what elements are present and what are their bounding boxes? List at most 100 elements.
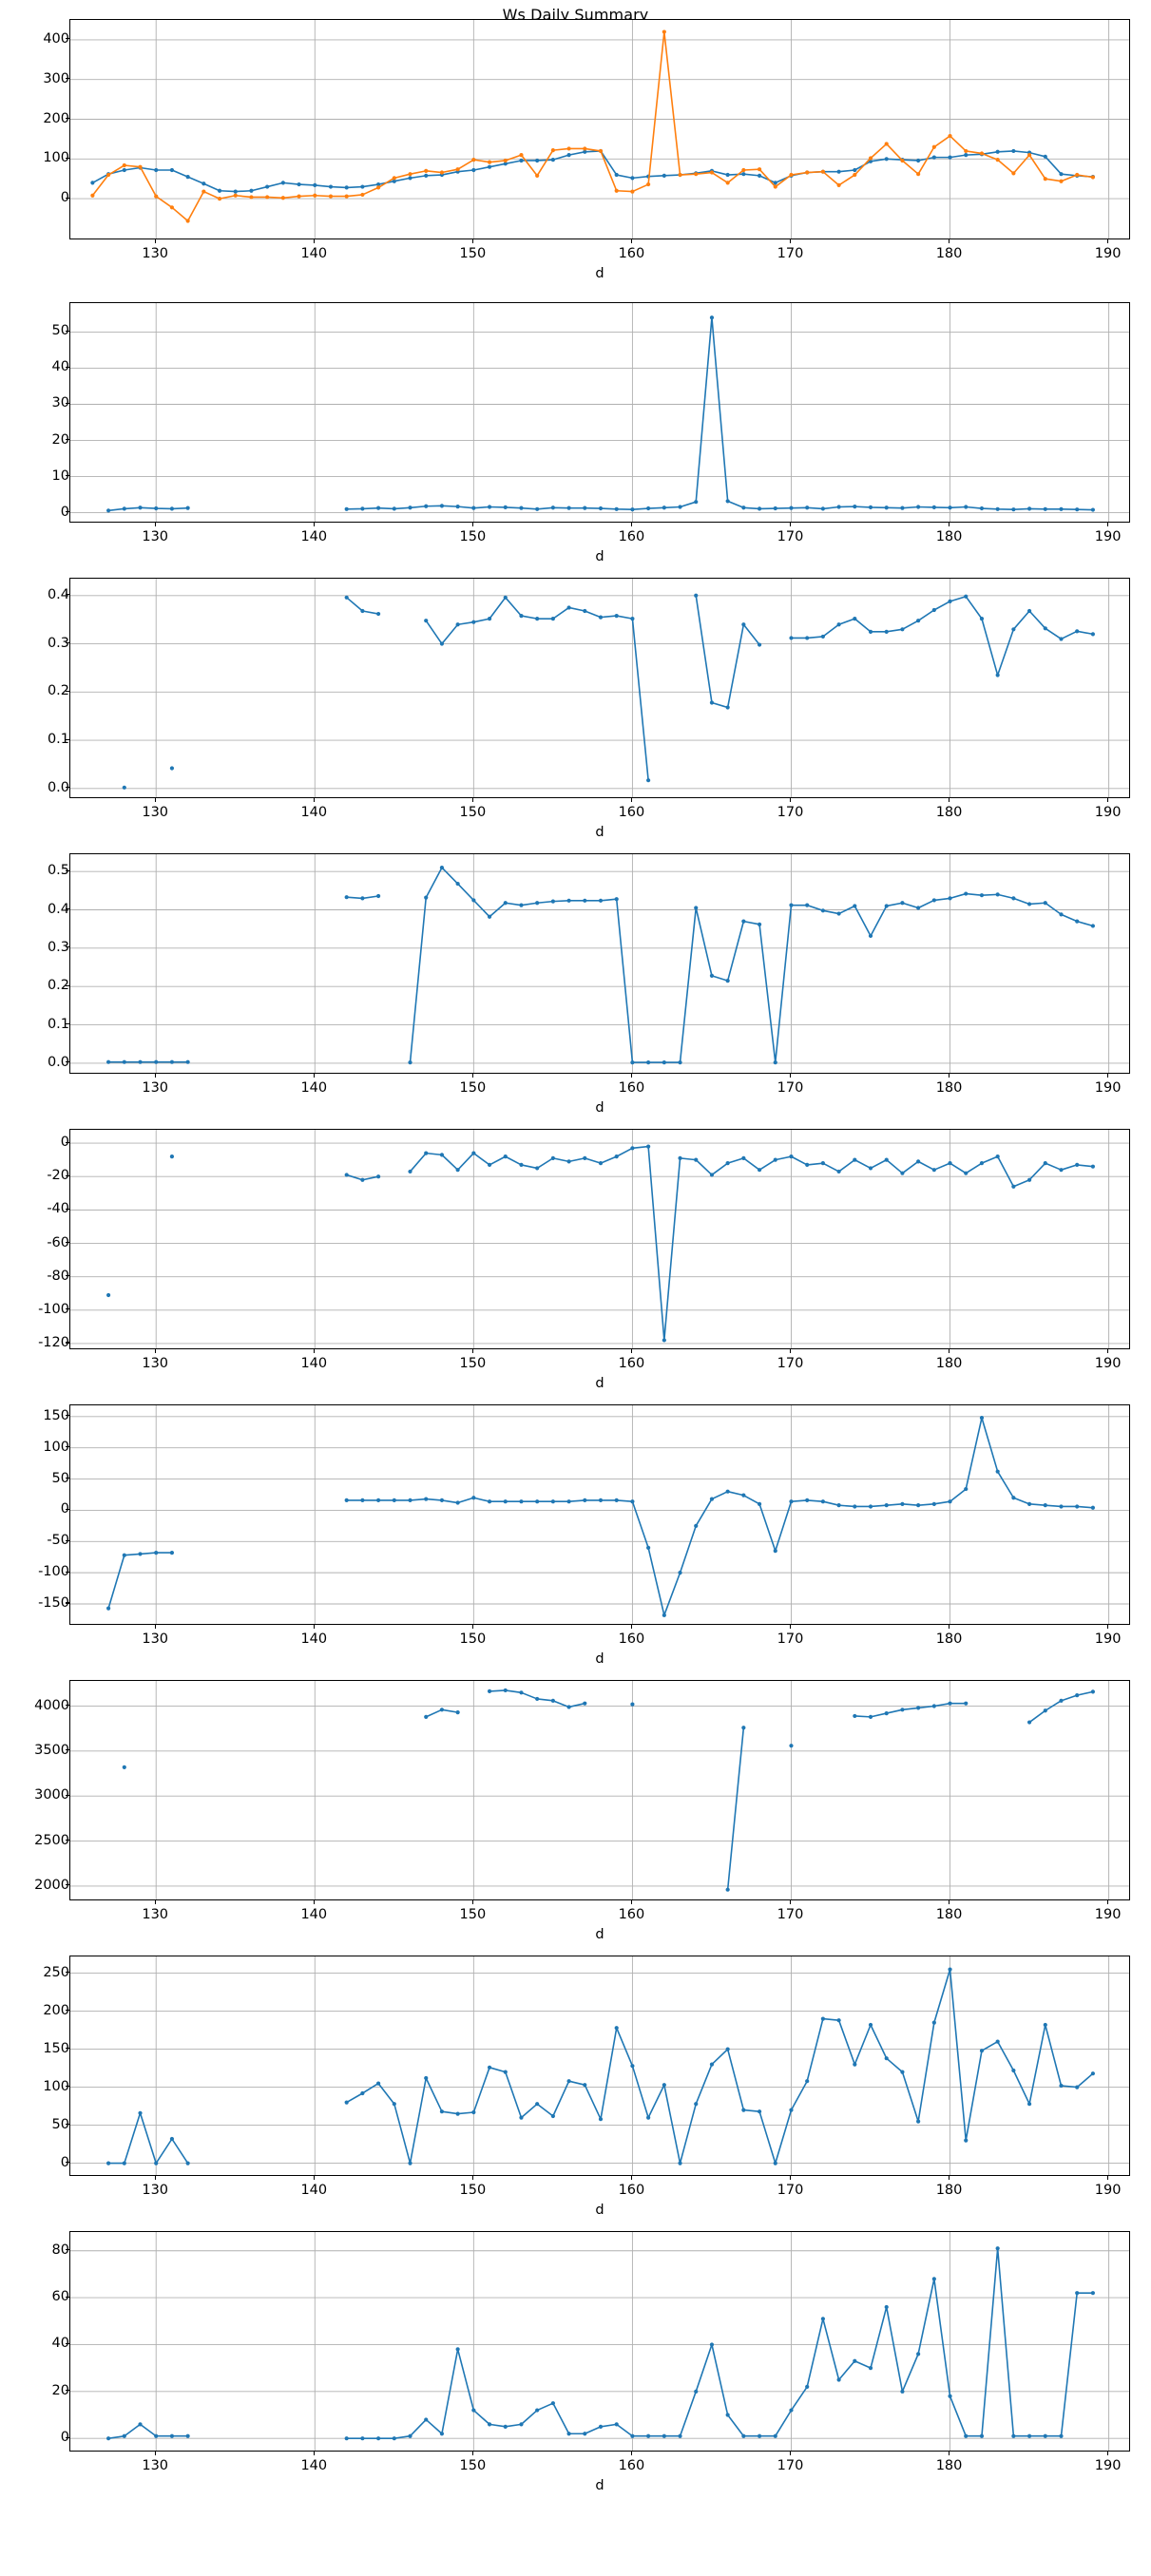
plot-area-9 [69, 2231, 1130, 2452]
y-axis-tick-label: 0.1 [47, 732, 69, 748]
y-axis-tick-mark [66, 1208, 69, 1210]
y-axis-tick-label: -100 [38, 1301, 69, 1317]
y-axis-tick-label: 0.2 [47, 978, 69, 994]
x-axis-tick-label: 180 [935, 805, 963, 820]
x-axis-tick-label: 190 [1094, 1356, 1122, 1371]
x-axis-tick-mark [313, 2452, 315, 2455]
x-axis-tick-mark [630, 523, 632, 526]
x-axis-tick-label: 150 [459, 1631, 487, 1647]
x-axis-tick-label: 190 [1094, 246, 1122, 261]
x-axis-tick-label: 160 [618, 2183, 645, 2198]
x-axis-tick-label: 170 [777, 1080, 804, 1096]
plot-canvas-7 [70, 1681, 1129, 1899]
x-axis-tick-label: 130 [142, 805, 169, 820]
x-axis-tick-label: 150 [459, 2458, 487, 2473]
y-axis-tick-mark [66, 1308, 69, 1310]
y-axis-tick-mark [66, 1571, 69, 1573]
x-axis-label: d [595, 266, 604, 281]
y-axis-tick-label: 100 [43, 150, 69, 166]
x-axis-tick-mark [630, 1625, 632, 1629]
y-axis-tick-label: 0 [0, 2155, 76, 2170]
x-axis-tick-mark [471, 2176, 473, 2180]
x-axis-tick-label: 130 [142, 529, 169, 544]
y-axis-tick-mark [66, 2124, 69, 2126]
x-axis-tick-mark [154, 1349, 156, 1353]
x-axis-tick-label: 160 [618, 1631, 645, 1647]
x-axis-tick-mark [154, 523, 156, 526]
y-axis-tick-mark [66, 197, 69, 199]
x-axis-label: d [595, 2478, 604, 2493]
plot-canvas-4 [70, 854, 1129, 1073]
x-axis-tick-label: 130 [142, 1356, 169, 1371]
y-axis-tick-label: 0.3 [47, 635, 69, 651]
y-axis-tick-mark [66, 1415, 69, 1417]
x-axis-tick-label: 140 [300, 529, 328, 544]
y-axis-tick-mark [66, 2086, 69, 2088]
y-axis-tick-mark [66, 1884, 69, 1886]
x-axis-tick-label: 130 [142, 1080, 169, 1096]
x-axis-tick-mark [1107, 798, 1109, 802]
y-axis-tick-mark [66, 1446, 69, 1448]
y-axis-tick-mark [66, 1342, 69, 1344]
x-axis-tick-mark [154, 1074, 156, 1078]
x-axis-tick-label: 160 [618, 529, 645, 544]
y-axis-tick-label: 0.4 [47, 901, 69, 917]
x-axis-tick-mark [471, 2452, 473, 2455]
x-axis-tick-mark [1107, 239, 1109, 243]
plot-canvas-5 [70, 1130, 1129, 1348]
y-axis-tick-mark [66, 1023, 69, 1025]
x-axis-tick-label: 140 [300, 1907, 328, 1922]
x-axis-tick-label: 180 [935, 246, 963, 261]
x-axis-tick-mark [471, 1074, 473, 1078]
x-axis-tick-label: 190 [1094, 1080, 1122, 1096]
y-axis-tick-mark [66, 2342, 69, 2345]
y-axis-tick-mark [66, 439, 69, 441]
y-axis-tick-label: 300 [43, 70, 69, 86]
y-axis-tick-label: 100 [43, 2078, 69, 2094]
x-axis-tick-label: 170 [777, 2183, 804, 2198]
x-axis-tick-mark [1107, 1074, 1109, 1078]
y-axis-tick-mark [66, 1539, 69, 1541]
y-axis-tick-mark [66, 1141, 69, 1143]
y-axis-tick-label: 250 [43, 1964, 69, 1980]
x-axis-tick-mark [789, 1349, 792, 1353]
y-axis-tick-mark [66, 2296, 69, 2298]
x-axis-tick-label: 130 [142, 1631, 169, 1647]
x-axis-tick-mark [1107, 523, 1109, 526]
y-axis-tick-mark [66, 2436, 69, 2438]
x-axis-tick-mark [154, 1625, 156, 1629]
y-axis-tick-mark [66, 946, 69, 948]
y-axis-tick-label: 0.0 [47, 779, 69, 795]
y-axis-tick-mark [66, 1749, 69, 1751]
y-axis-tick-label: 150 [43, 1407, 69, 1423]
x-axis-tick-mark [313, 1900, 315, 1904]
y-axis-tick-mark [66, 1174, 69, 1176]
x-axis-tick-label: 180 [935, 1080, 963, 1096]
y-axis-tick-label: 0 [0, 1135, 76, 1150]
plot-canvas-6 [70, 1405, 1129, 1624]
y-axis-tick-mark [66, 1275, 69, 1277]
y-axis-tick-mark [66, 2390, 69, 2392]
y-axis-tick-mark [66, 984, 69, 986]
x-axis-tick-mark [949, 798, 950, 802]
x-axis-tick-mark [630, 798, 632, 802]
y-axis-tick-label: 0.4 [47, 586, 69, 602]
x-axis-tick-mark [1107, 2452, 1109, 2455]
x-axis-tick-label: 150 [459, 529, 487, 544]
y-axis-tick-mark [66, 1061, 69, 1063]
x-axis-tick-label: 170 [777, 1907, 804, 1922]
plot-area-3 [69, 578, 1130, 798]
x-axis-tick-mark [630, 1900, 632, 1904]
x-axis-label: d [595, 1100, 604, 1116]
y-axis-tick-label: 40 [51, 359, 69, 375]
x-axis-tick-label: 140 [300, 805, 328, 820]
plot-area-4 [69, 853, 1130, 1074]
y-axis-tick-mark [66, 1242, 69, 1244]
y-axis-tick-label: 400 [43, 30, 69, 47]
x-axis-label: d [595, 1651, 604, 1667]
y-axis-tick-label: 200 [43, 110, 69, 126]
y-axis-tick-label: -60 [47, 1234, 69, 1250]
x-axis-label: d [595, 1927, 604, 1942]
y-axis-tick-label: 50 [51, 323, 69, 339]
x-axis-tick-label: 130 [142, 2458, 169, 2473]
